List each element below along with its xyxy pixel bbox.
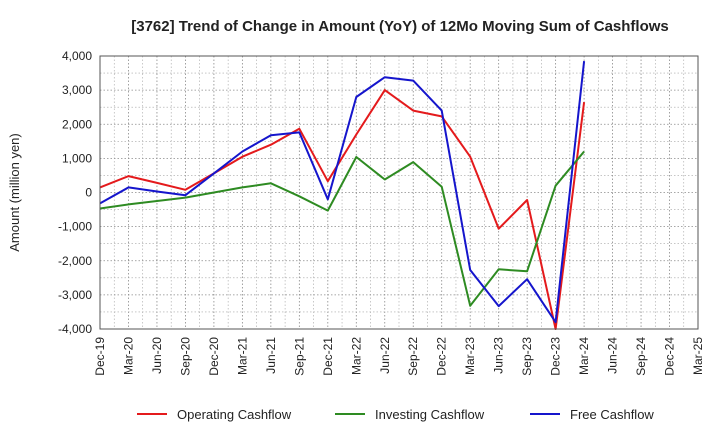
y-axis-label: Amount (million yen) (7, 133, 22, 252)
x-tick-label: Sep-23 (520, 337, 534, 376)
y-tick-label: -4,000 (58, 322, 92, 336)
x-tick-label: Sep-21 (292, 337, 306, 376)
y-tick-label: 1,000 (62, 151, 92, 165)
x-tick-label: Dec-22 (435, 337, 449, 376)
operating-cashflow-legend-label: Operating Cashflow (177, 407, 292, 422)
chart-title: [3762] Trend of Change in Amount (YoY) o… (131, 18, 669, 35)
y-tick-label: -3,000 (58, 288, 92, 302)
x-tick-labels: Dec-19 Mar-20 Jun-20 Sep-20 Dec-20 Mar-21 Jun-… (93, 337, 705, 376)
x-tick-label: Jun-21 (264, 337, 278, 374)
grid-layer (99, 55, 699, 330)
y-tick-label: 3,000 (62, 83, 92, 97)
legend: Operating Cashflow Investing Cashflow Free… (137, 407, 654, 422)
y-tick-label: -1,000 (58, 220, 92, 234)
x-tick-label: Mar-25 (691, 337, 705, 375)
y-tick-label: -2,000 (58, 254, 92, 268)
operating-cashflow-line (99, 89, 586, 330)
x-tick-label: Sep-22 (406, 337, 420, 376)
x-tick-label: Dec-24 (663, 337, 677, 376)
x-tick-label: Jun-23 (492, 337, 506, 374)
x-tick-label: Dec-21 (321, 337, 335, 376)
y-tick-label: 0 (85, 186, 92, 200)
free-cashflow-legend-label: Free Cashflow (570, 407, 654, 422)
x-tick-label: Mar-21 (235, 337, 249, 375)
x-tick-label: Dec-23 (549, 337, 563, 376)
x-tick-label: Jun-22 (378, 337, 392, 374)
x-tick-label: Mar-20 (121, 337, 135, 375)
x-tick-label: Mar-22 (349, 337, 363, 375)
x-tick-label: Sep-24 (634, 337, 648, 376)
series-layer (99, 60, 586, 330)
y-tick-labels: 4,000 3,000 2,000 1,000 0 -1,000 -2,000 -3,000 -… (58, 49, 92, 336)
x-tick-label: Dec-19 (93, 337, 107, 376)
investing-cashflow-legend-label: Investing Cashflow (375, 407, 485, 422)
investing-cashflow-line (99, 150, 585, 307)
y-tick-label: 2,000 (62, 117, 92, 131)
plot-frame (99, 55, 699, 330)
free-cashflow-line (99, 60, 586, 324)
y-tick-label: 4,000 (62, 49, 92, 63)
x-tick-label: Mar-24 (577, 337, 591, 375)
x-tick-label: Sep-20 (178, 337, 192, 376)
x-tick-label: Dec-20 (207, 337, 221, 376)
x-tick-label: Jun-24 (606, 337, 620, 374)
x-tick-label: Jun-20 (150, 337, 164, 374)
x-tick-label: Mar-23 (463, 337, 477, 375)
